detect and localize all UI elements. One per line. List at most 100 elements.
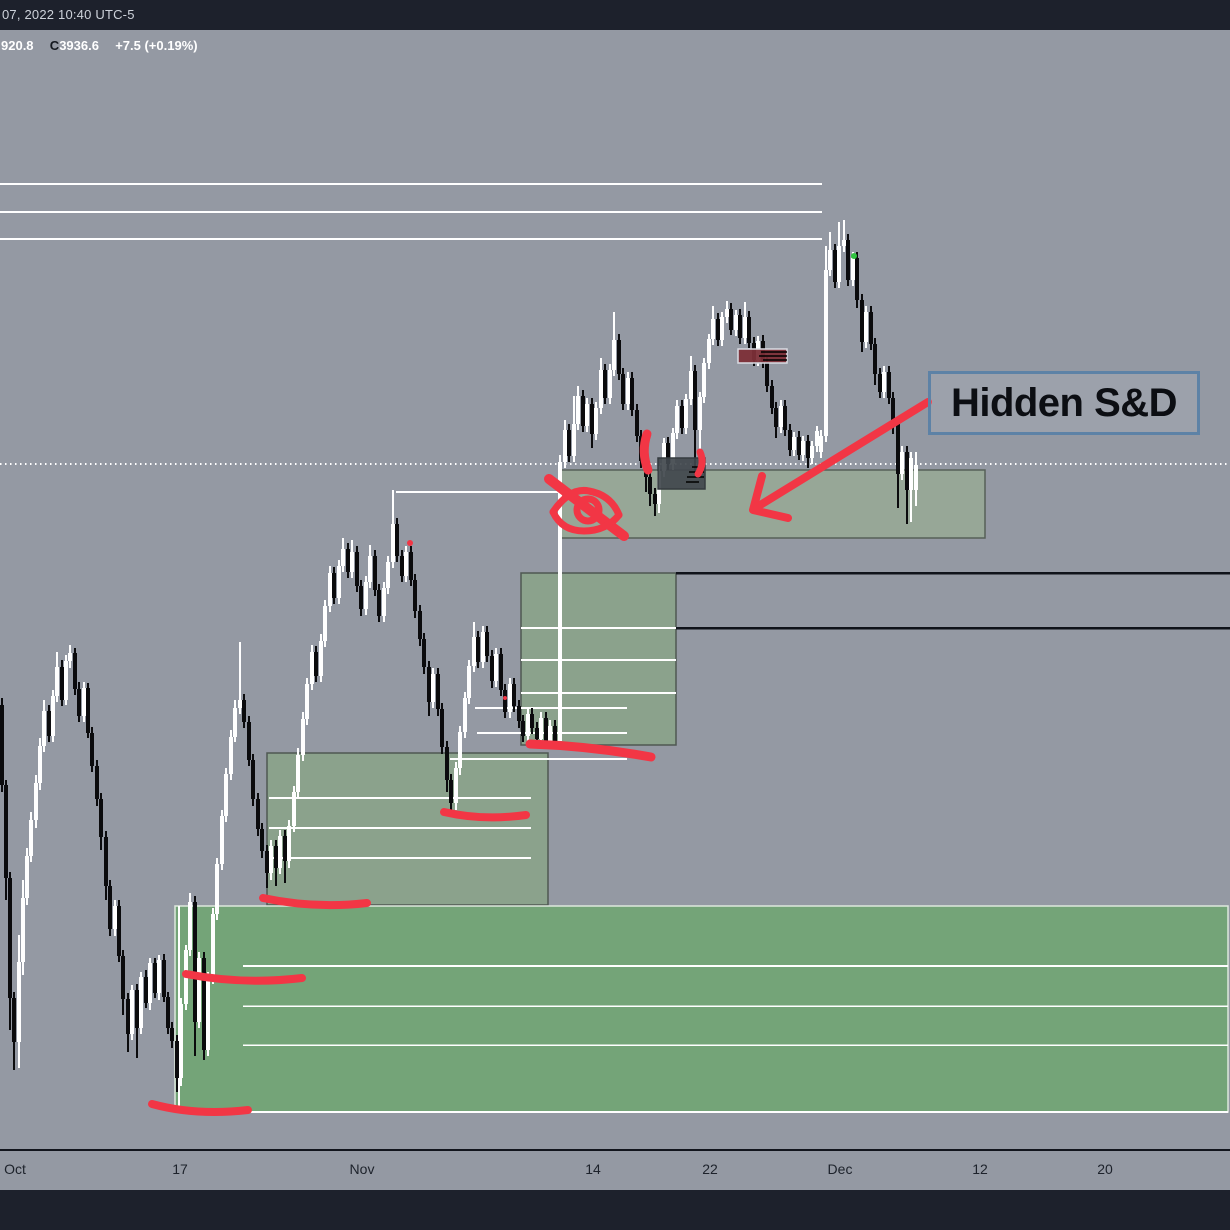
candle	[256, 799, 260, 829]
red-tick-1[interactable]	[639, 429, 653, 475]
demand-zone-hidden-sd[interactable]	[559, 469, 986, 539]
candle	[364, 582, 368, 609]
x-axis[interactable]: Oct 17 Nov 14 22 Dec 12 20	[0, 1151, 1230, 1190]
red-arrow-head[interactable]	[749, 472, 792, 522]
candle	[287, 826, 291, 861]
red-underline-4[interactable]	[440, 808, 530, 822]
candle	[82, 688, 86, 716]
red-arrow-shaft[interactable]	[753, 398, 932, 511]
x-axis-label: Oct	[4, 1161, 26, 1177]
candle	[373, 556, 377, 590]
candle	[621, 374, 625, 404]
legend-close-label: C	[49, 38, 60, 53]
legend-close-value: 3936.6	[59, 38, 99, 53]
candle	[815, 431, 819, 446]
candle	[819, 436, 823, 452]
red-underline-3[interactable]	[259, 894, 371, 910]
candle	[175, 1041, 179, 1078]
candle	[278, 836, 282, 868]
candle	[535, 728, 539, 739]
candle	[499, 654, 503, 690]
candle	[891, 398, 895, 424]
candle	[494, 654, 498, 681]
ohlc-legend[interactable]: 920.8 C3936.6 +7.5 (+0.19%)	[1, 38, 198, 54]
eye-outline-top[interactable]	[549, 486, 623, 519]
hidden-sd-label[interactable]: Hidden S&D	[928, 371, 1200, 435]
candle	[792, 437, 796, 450]
candle	[108, 886, 112, 929]
candle	[707, 339, 711, 363]
candle	[319, 641, 323, 676]
eye-outline-bottom[interactable]	[549, 508, 623, 535]
candle	[833, 250, 837, 282]
candle	[90, 733, 94, 766]
candle	[51, 696, 55, 736]
candle	[121, 956, 125, 999]
datetime-text: 07, 2022 10:40 UTC-5	[2, 7, 135, 22]
candle	[238, 700, 242, 708]
candle	[485, 632, 489, 656]
candle	[846, 240, 850, 280]
candle	[328, 573, 332, 606]
candle	[323, 606, 327, 641]
candle	[684, 399, 688, 428]
candle	[21, 898, 25, 962]
datetime-bar: 07, 2022 10:40 UTC-5	[0, 0, 1230, 30]
candle	[86, 688, 90, 733]
candle	[427, 667, 431, 702]
candle	[202, 958, 206, 1050]
level-lines-layer	[0, 183, 1230, 1151]
candle	[126, 999, 130, 1034]
candle	[873, 344, 877, 374]
eye-pupil[interactable]	[573, 495, 603, 525]
candle	[481, 632, 485, 662]
candle	[842, 240, 846, 246]
candle	[626, 378, 630, 404]
candle	[42, 711, 46, 746]
red-underline-oct-low[interactable]	[148, 1100, 252, 1116]
candle	[517, 706, 521, 721]
candle	[296, 755, 300, 792]
candle	[635, 410, 639, 436]
demand-zone-major[interactable]	[174, 905, 1229, 1113]
candle	[630, 378, 634, 410]
candle	[490, 656, 494, 681]
candle	[747, 317, 751, 343]
candle	[612, 340, 616, 370]
candle	[188, 902, 192, 950]
candle	[413, 580, 417, 611]
candle	[680, 406, 684, 428]
candle	[563, 430, 567, 462]
candle	[648, 477, 652, 494]
candle	[801, 441, 805, 455]
candle	[332, 573, 336, 598]
candle	[716, 319, 720, 340]
candle	[594, 408, 598, 434]
zones-layer	[174, 469, 1229, 1113]
candle	[400, 556, 404, 576]
candle	[68, 653, 72, 661]
x-axis-label: 20	[1097, 1161, 1113, 1177]
candle	[689, 371, 693, 399]
candle	[301, 719, 305, 755]
candle	[215, 864, 219, 914]
candle	[503, 690, 507, 712]
red-underline-2[interactable]	[182, 970, 306, 985]
marker-dot	[503, 696, 507, 700]
candle	[382, 588, 386, 616]
red-underline-5[interactable]	[525, 739, 656, 762]
candle	[837, 246, 841, 282]
candle	[409, 552, 413, 580]
candle	[666, 443, 670, 464]
x-axis-label: Nov	[349, 1161, 375, 1177]
candle	[224, 774, 228, 816]
candle	[851, 258, 855, 280]
candle	[47, 711, 51, 736]
candle	[711, 319, 715, 339]
candle	[693, 371, 697, 430]
red-tick-2[interactable]	[694, 448, 706, 478]
candle	[242, 700, 246, 722]
candle	[774, 408, 778, 427]
candle	[341, 549, 345, 566]
